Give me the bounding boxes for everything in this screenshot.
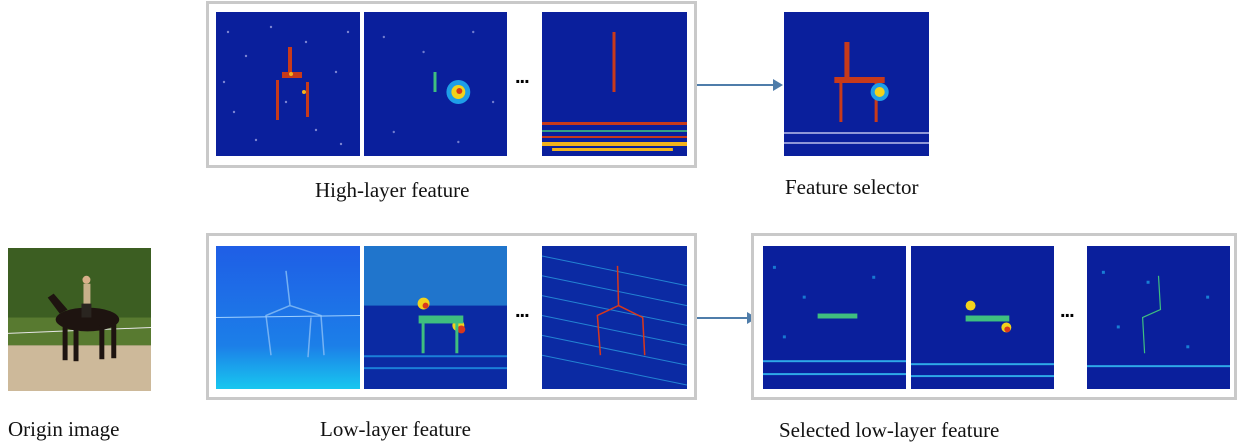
low-layer-feature-map-1 [216, 246, 360, 389]
origin-image-caption: Origin image [8, 417, 120, 441]
low-to-selected-arrow [697, 312, 757, 324]
high-to-selector-arrow [697, 79, 783, 91]
low-layer-feature-caption: Low-layer feature [320, 417, 471, 441]
feature-selector-caption: Feature selector [785, 175, 919, 199]
high-layer-feature-caption: High-layer feature [315, 178, 470, 202]
high-layer-feature-map-2 [364, 12, 507, 156]
low-layer-feature-map-n [542, 246, 687, 389]
selected-low-layer-feature-caption: Selected low-layer feature [779, 418, 1000, 442]
high-layer-feature-map-n [542, 12, 687, 156]
selected-low-layer-feature-map-n [1087, 246, 1230, 389]
selected-low-layer-feature-map-2 [911, 246, 1054, 389]
selected-low-layer-feature-map-1 [763, 246, 906, 389]
origin-image [8, 248, 151, 391]
high-layer-ellipsis: ... [515, 66, 530, 88]
high-layer-feature-map-1 [216, 12, 360, 156]
feature-selector-map [784, 12, 929, 156]
selected-low-layer-ellipsis: ... [1060, 300, 1075, 322]
low-layer-feature-map-2 [364, 246, 507, 389]
low-layer-ellipsis: ... [515, 300, 530, 322]
